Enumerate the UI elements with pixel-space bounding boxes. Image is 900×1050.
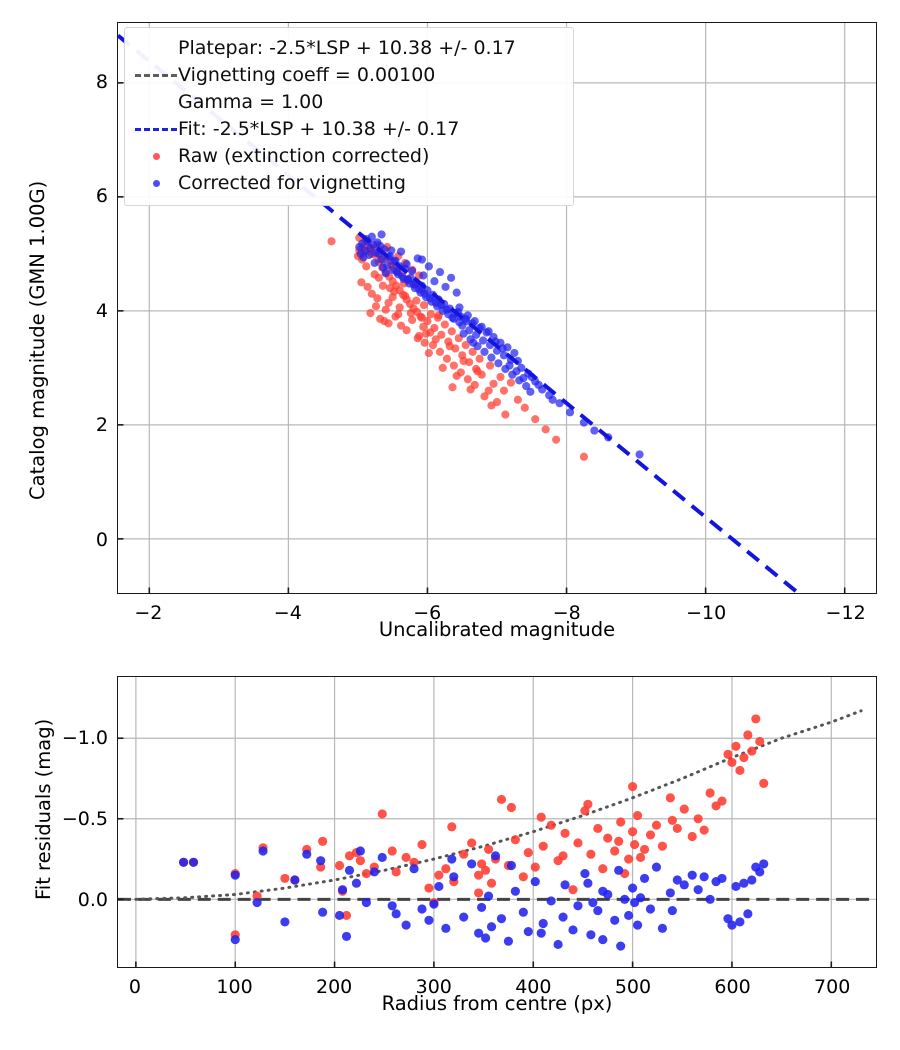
- bottom-yaxis-label: Fit residuals (mag): [32, 718, 55, 900]
- top-ytick-label: 2: [95, 414, 108, 437]
- legend-label-vignetting-coeff: Vignetting coeff = 0.00100: [178, 64, 436, 86]
- top-xtick-label: −10: [686, 602, 727, 624]
- legend-label-corrected: Corrected for vignetting: [178, 172, 406, 194]
- top-xtick-label: −8: [552, 602, 581, 624]
- legend-marker-red-dot: [134, 143, 178, 170]
- bottom-xtick-label: 600: [714, 976, 751, 998]
- bottom-xtick-label: 500: [614, 976, 652, 998]
- top-xtick-label: −4: [273, 602, 302, 624]
- bottom-xtick-label: 300: [415, 976, 452, 998]
- legend-row-raw: Raw (extinction corrected): [134, 143, 564, 170]
- legend: Platepar: -2.5*LSP + 10.38 +/- 0.17 Vign…: [124, 27, 574, 206]
- top-xaxis-label: Uncalibrated magnitude: [378, 618, 616, 641]
- top-ytick-label: 0: [95, 528, 108, 551]
- bottom-ytick-label: −0.5: [61, 807, 108, 830]
- top-xtick-label: −12: [825, 602, 866, 624]
- top-yaxis-label: Catalog magnitude (GMN 1.00G): [26, 180, 49, 500]
- top-ytick-label: 8: [95, 71, 108, 94]
- legend-marker-none: [134, 35, 178, 62]
- legend-marker-dashed-blue-line: [134, 116, 178, 143]
- top-xtick-label: −6: [413, 602, 442, 624]
- bottom-ytick-label: 0.0: [77, 888, 108, 911]
- legend-marker-blue-dot: [134, 170, 178, 197]
- legend-marker-none: [134, 89, 178, 116]
- legend-label-fit: Fit: -2.5*LSP + 10.38 +/- 0.17: [178, 118, 460, 140]
- bottom-plot-canvas: [118, 677, 876, 967]
- top-ytick-label: 4: [95, 299, 108, 322]
- legend-row-vignetting-coeff: Vignetting coeff = 0.00100: [134, 62, 564, 89]
- legend-row-corrected: Corrected for vignetting: [134, 170, 564, 197]
- bottom-xtick-label: 0: [128, 976, 141, 998]
- bottom-xtick-label: 400: [515, 976, 552, 998]
- legend-row-platepar: Platepar: -2.5*LSP + 10.38 +/- 0.17: [134, 35, 564, 62]
- bottom-xtick-label: 700: [814, 976, 851, 998]
- legend-label-gamma: Gamma = 1.00: [178, 91, 324, 113]
- legend-row-gamma: Gamma = 1.00: [134, 89, 564, 116]
- top-ytick-label: 6: [95, 185, 108, 208]
- top-xtick-label: −2: [134, 602, 163, 624]
- legend-label-raw: Raw (extinction corrected): [178, 145, 430, 167]
- fit-residuals-plot: [117, 676, 877, 968]
- bottom-xtick-label: 200: [316, 976, 353, 998]
- bottom-ytick-label: −1.0: [61, 726, 108, 749]
- legend-marker-dashed-gray-line: [134, 62, 178, 89]
- bottom-xtick-label: 100: [216, 976, 253, 998]
- legend-label-platepar: Platepar: -2.5*LSP + 10.38 +/- 0.17: [178, 37, 516, 59]
- legend-row-fit: Fit: -2.5*LSP + 10.38 +/- 0.17: [134, 116, 564, 143]
- bottom-xaxis-label: Radius from centre (px): [381, 992, 613, 1015]
